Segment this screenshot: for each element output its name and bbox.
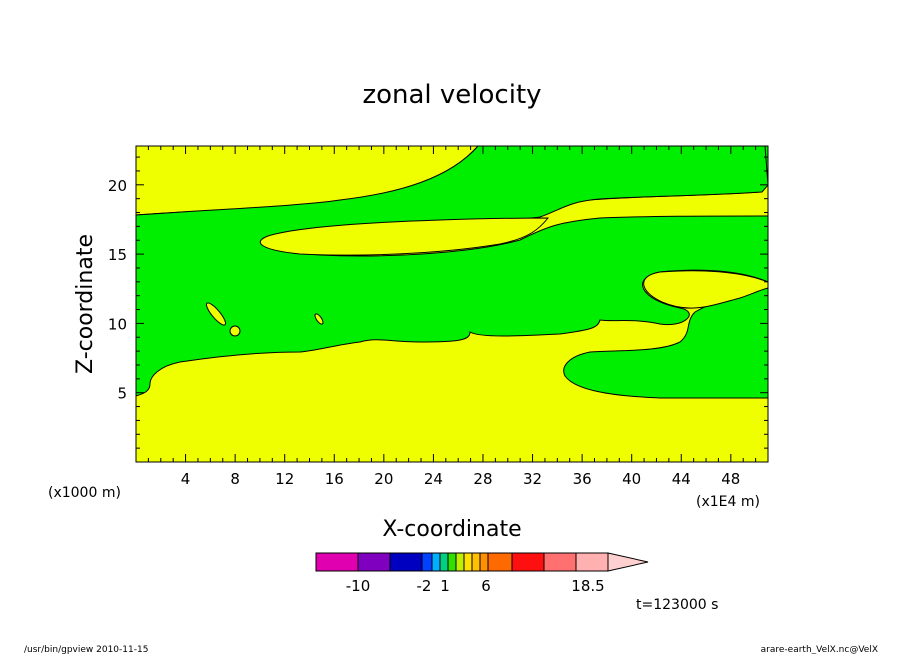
colorbar-label: -2 [417,577,432,595]
colorbar-segment [315,552,359,572]
yellow-blob-3 [314,313,324,325]
y-tick-label: 5 [117,385,127,403]
y-tick-label: 20 [108,177,127,195]
x-tick-label: 24 [424,470,443,488]
colorbar-segment [431,552,441,572]
y-tick-label: 10 [108,315,127,333]
x-scale-note: (x1E4 m) [696,494,760,510]
yellow-island-upper [259,217,550,256]
y-ticks: 5 10 15 20 [108,156,768,449]
x-ticks: 4 8 12 16 20 24 28 32 36 40 44 48 [147,146,757,488]
x-tick-label: 32 [523,470,542,488]
green-region-main [135,145,769,397]
x-tick-label: 8 [230,470,240,488]
x-tick-label: 44 [672,470,691,488]
x-tick-label: 16 [325,470,344,488]
colorbar-label: 18.5 [571,577,604,595]
x-tick-label: 48 [721,470,740,488]
chart-title: zonal velocity [362,80,541,110]
x-tick-label: 12 [275,470,294,488]
colorbar-segment [479,552,489,572]
colorbar [315,552,649,572]
green-region-lower-right [563,287,769,399]
colorbar-segment [447,552,457,572]
colorbar-label: -10 [346,577,371,595]
footer-left: /usr/bin/gpview 2010-11-15 [24,645,148,654]
colorbar-arrow [607,552,649,572]
colorbar-labels: -10 -2 1 6 18.5 [346,577,605,595]
colorbar-label: 1 [440,577,450,595]
yellow-blob-1 [205,302,227,326]
x-tick-label: 20 [374,470,393,488]
colorbar-segment [543,552,577,572]
colorbar-segment [575,552,609,572]
colorbar-label: 6 [481,577,491,595]
footer-right: arare-earth_VelX.nc@VelX [761,645,878,654]
colorbar-segment [455,552,465,572]
plot-frame [135,145,769,463]
colorbar-segment [421,552,433,572]
yellow-blob-2 [229,325,241,337]
colorbar-segment [511,552,545,572]
colorbar-segment [389,552,423,572]
colorbar-segment [463,552,473,572]
colorbar-segment [487,552,513,572]
x-tick-label: 36 [573,470,592,488]
colorbar-segment [439,552,449,572]
y-tick-label: 15 [108,246,127,264]
yellow-island-right [643,270,769,309]
x-tick-label: 40 [622,470,641,488]
y-axis-label: Z-coordinate [73,234,98,374]
x-tick-label: 4 [181,470,191,488]
time-label: t=123000 s [636,597,718,613]
x-tick-label: 28 [473,470,492,488]
colorbar-segment [357,552,391,572]
x-axis-label: X-coordinate [382,517,521,542]
colorbar-segment [471,552,481,572]
x-unit-label: (x1000 m) [48,485,121,501]
